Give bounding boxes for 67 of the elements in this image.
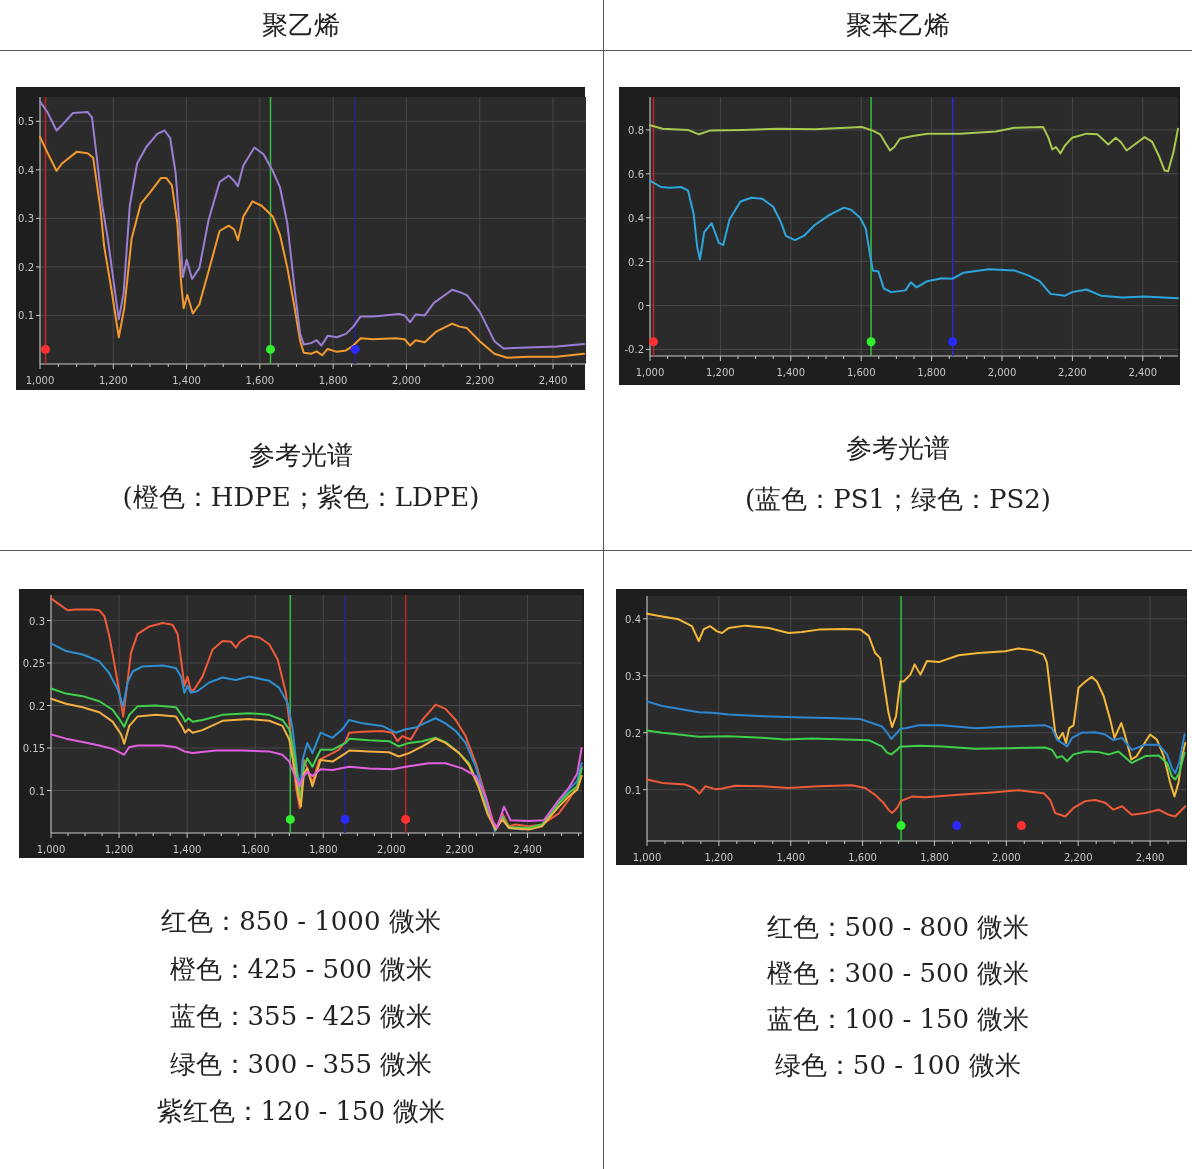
ytick: 0.15: [22, 742, 45, 754]
xtick: 1,000: [635, 366, 665, 378]
xtick: 1,600: [245, 374, 275, 386]
annotation: 红色：850 - 1000 微米: [161, 906, 441, 936]
ytick: 0.2: [625, 727, 641, 739]
ytick: 0.3: [29, 615, 45, 626]
xtick: 2,400: [513, 843, 542, 855]
xtick: 1,400: [172, 843, 202, 855]
xtick: 1,400: [776, 366, 806, 378]
xtick: 1,000: [632, 851, 662, 863]
xtick: 1,800: [917, 366, 946, 378]
xtick: 2,200: [465, 374, 495, 386]
ytick: -0.2: [624, 343, 644, 355]
ytick: 0: [637, 300, 644, 311]
ytick: 0.3: [625, 670, 641, 682]
xtick: 1,600: [848, 851, 877, 863]
annotation: 蓝色：100 - 150 微米: [766, 1004, 1030, 1034]
xtick: 1,200: [706, 366, 735, 378]
ytick: 0.4: [625, 613, 641, 625]
xtick: 1,000: [36, 843, 66, 855]
annotation: (橙色：HDPE；紫色：LDPE): [122, 482, 480, 512]
title: 聚乙烯: [262, 10, 340, 40]
xtick: 1,400: [172, 374, 201, 386]
ytick: 0.8: [628, 124, 644, 136]
annotation: 参考光谱: [846, 433, 950, 463]
xtick: 2,400: [538, 374, 568, 386]
xtick: 1,600: [240, 843, 270, 855]
ytick: 0.1: [29, 785, 45, 796]
xtick: 2,000: [992, 851, 1021, 863]
xtick: 2,200: [445, 843, 474, 855]
annotation: 绿色：50 - 100 微米: [774, 1050, 1022, 1080]
xtick: 2,000: [377, 843, 406, 855]
ytick: 0.6: [628, 168, 644, 180]
xtick: 1,000: [25, 374, 55, 386]
xtick: 1,800: [309, 843, 338, 855]
ytick: 0.4: [18, 164, 34, 176]
ytick: 0.3: [18, 212, 34, 224]
xtick: 1,400: [776, 851, 806, 863]
xtick: 1,800: [920, 851, 949, 863]
ytick: 0.25: [22, 657, 45, 669]
ytick: 0.1: [625, 784, 641, 796]
xtick: 1,200: [98, 374, 128, 386]
ytick: 0.4: [628, 212, 644, 224]
annotation: 橙色：425 - 500 微米: [169, 953, 433, 984]
xtick: 1,600: [846, 366, 876, 378]
xtick: 1,200: [704, 851, 734, 863]
xtick: 1,200: [104, 843, 134, 855]
xtick: 1,800: [318, 374, 348, 386]
ytick: 0.2: [18, 261, 34, 273]
ytick: 0.2: [628, 256, 644, 268]
annotation: 绿色：300 - 355 微米: [169, 1048, 433, 1079]
xtick: 2,400: [1135, 851, 1165, 863]
xtick: 2,000: [987, 366, 1017, 378]
ytick: 0.1: [18, 309, 34, 321]
annotation: 橙色：300 - 500 微米: [766, 958, 1030, 988]
ytick: 0.5: [18, 115, 34, 127]
annotation: 紫红色：120 - 150 微米: [156, 1096, 446, 1126]
annotation: 蓝色：355 - 425 微米: [169, 1001, 433, 1031]
xtick: 2,400: [1128, 366, 1158, 378]
xtick: 2,000: [392, 374, 421, 386]
title: 聚苯乙烯: [846, 10, 950, 40]
ytick: 0.2: [29, 700, 45, 711]
xtick: 2,200: [1058, 366, 1087, 378]
annotation: 参考光谱: [249, 440, 353, 470]
xtick: 2,200: [1063, 851, 1093, 863]
annotation: (蓝色：PS1；绿色：PS2): [745, 484, 1051, 514]
annotation: 红色：500 - 800 微米: [766, 912, 1030, 942]
